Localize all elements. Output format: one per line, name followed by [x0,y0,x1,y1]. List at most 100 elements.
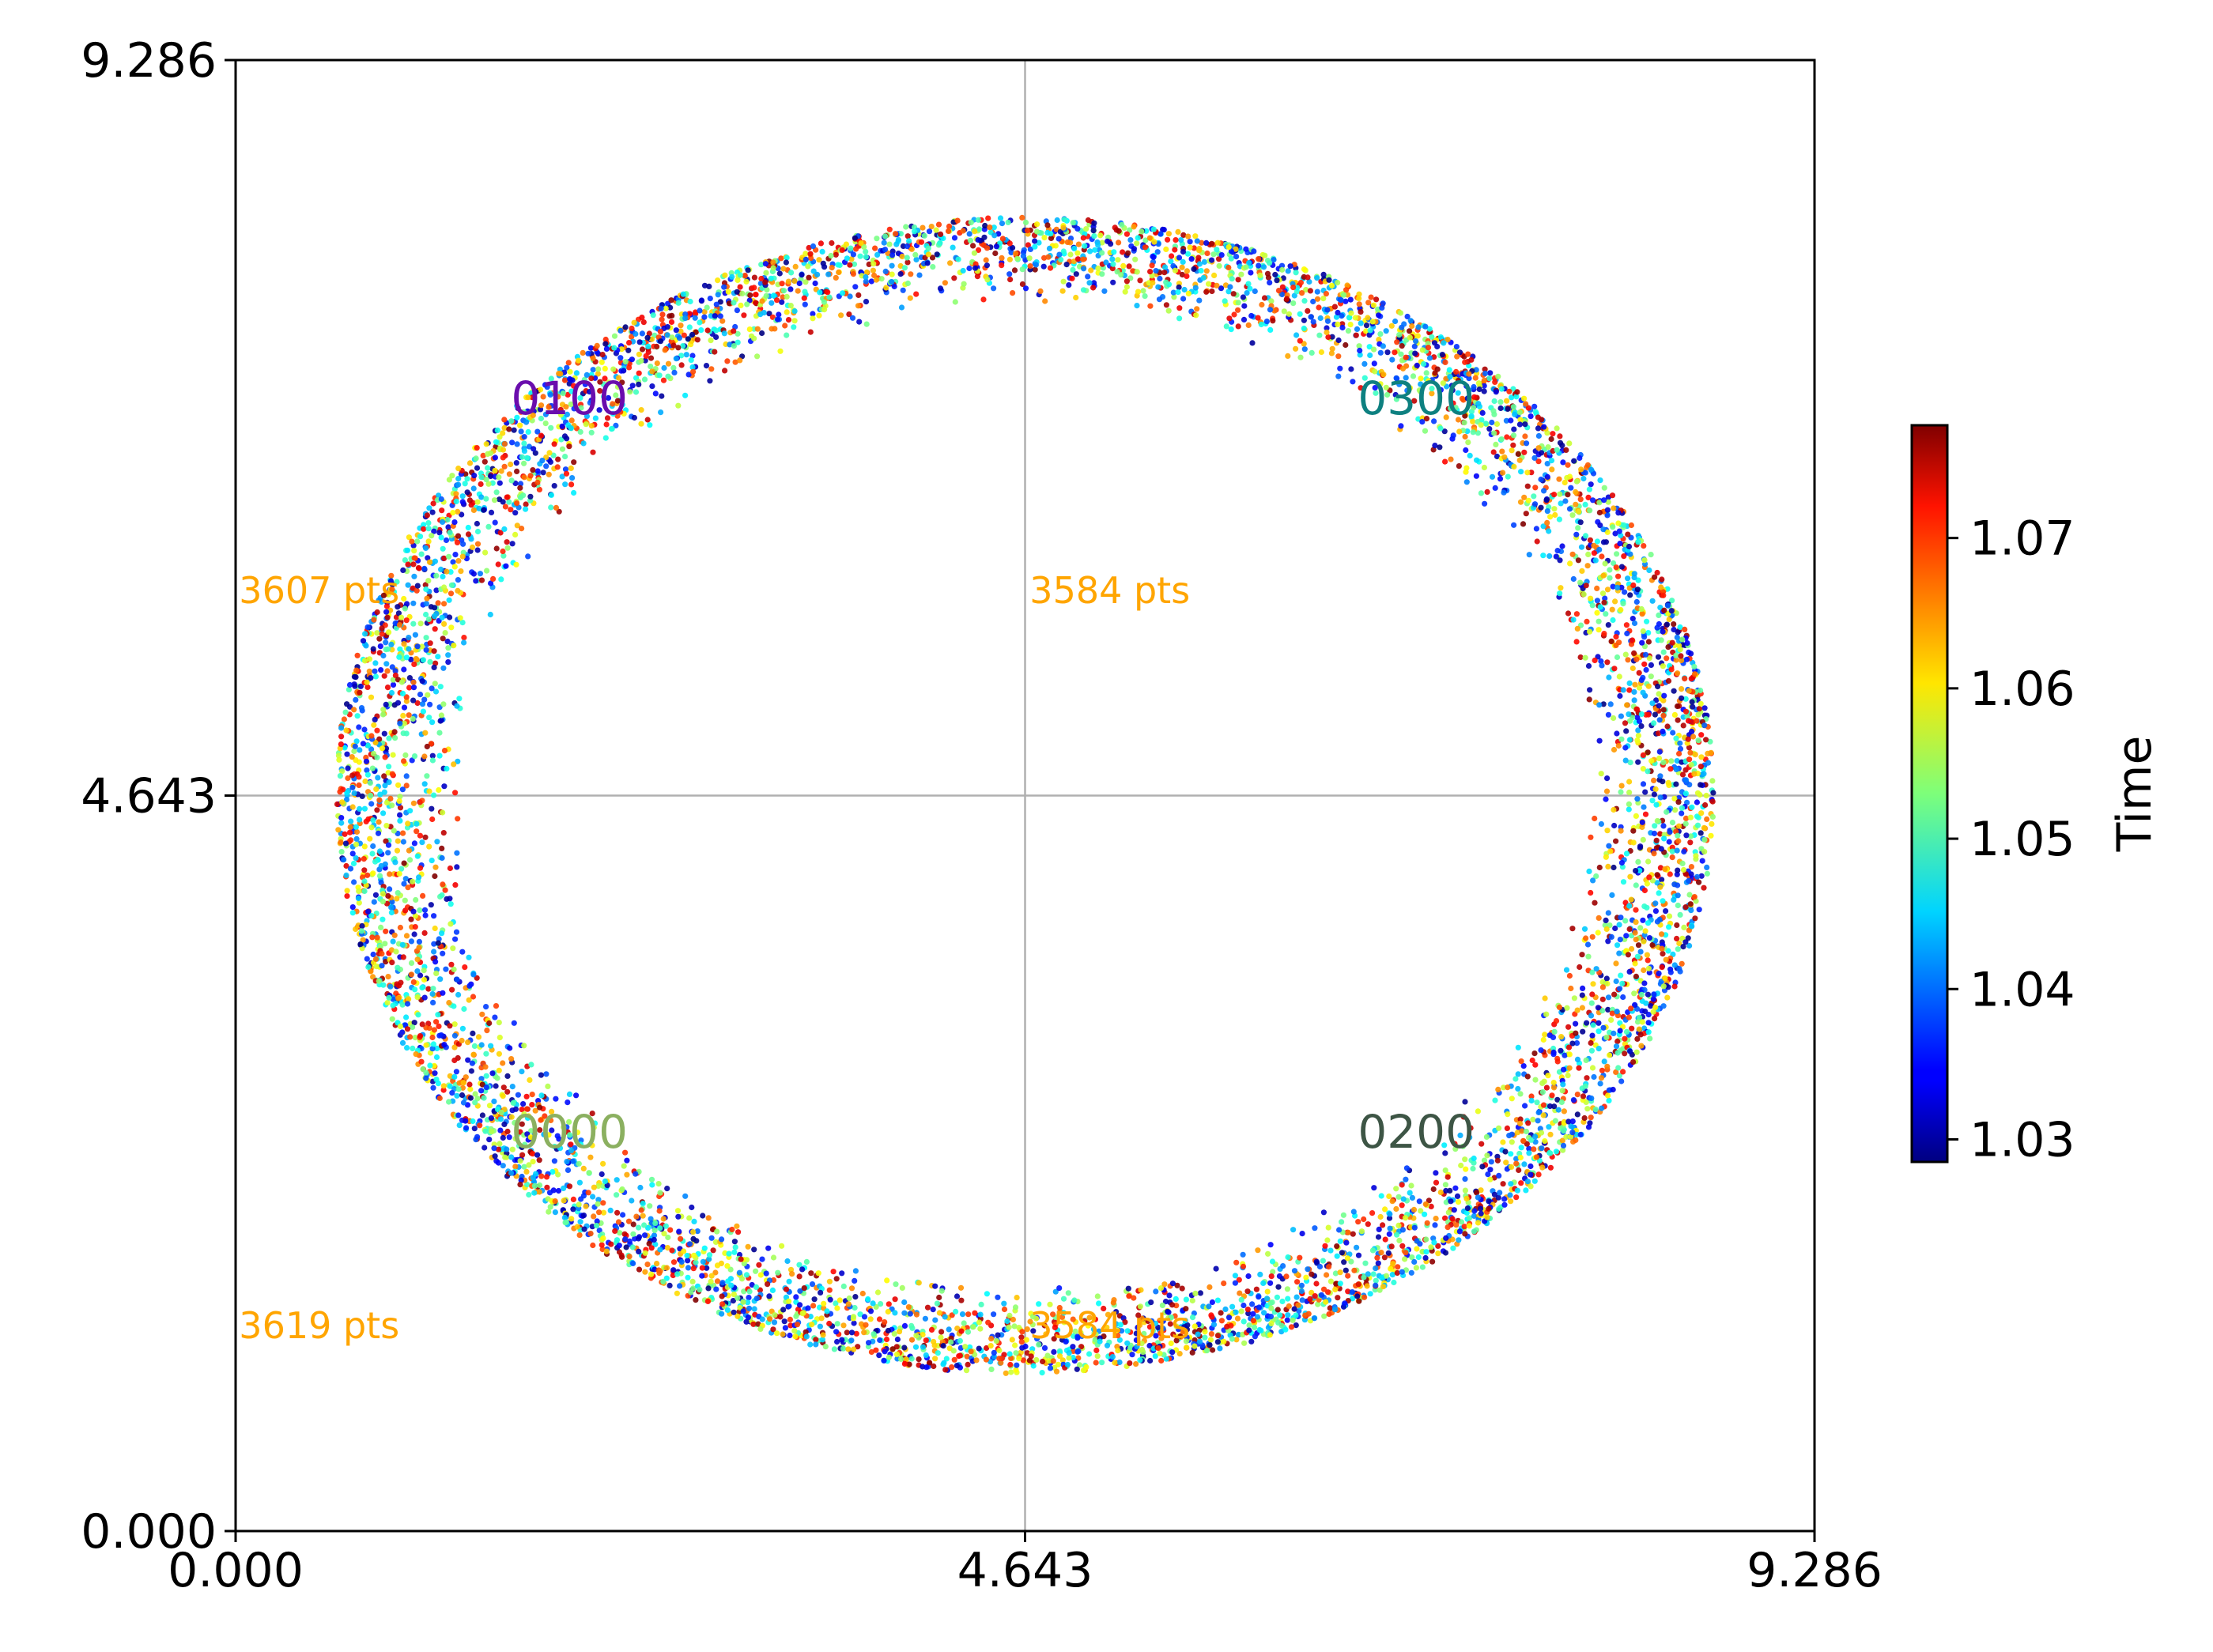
scatter-point [410,1045,416,1051]
scatter-point [1637,1014,1643,1020]
scatter-point [1460,1143,1467,1149]
scatter-point [1598,771,1604,777]
scatter-point [1561,1108,1567,1115]
scatter-point [1611,1030,1617,1036]
scatter-point [1649,700,1656,707]
scatter-point [1126,263,1132,270]
scatter-point [1016,1356,1022,1362]
scatter-point [1429,386,1435,392]
scatter-point [1596,509,1603,516]
scatter-point [1637,925,1644,931]
scatter-point [1686,942,1693,949]
scatter-point [1246,1322,1252,1329]
scatter-point [567,368,573,375]
scatter-point [1051,1348,1057,1355]
scatter-point [1347,296,1354,303]
scatter-point [419,1021,425,1028]
scatter-point [1465,439,1471,446]
scatter-point [448,569,454,575]
scatter-point [425,986,432,992]
scatter-point [636,1248,642,1254]
scatter-point [434,1045,440,1051]
scatter-point [1303,287,1309,293]
scatter-point [1171,294,1177,300]
scatter-point [753,292,759,298]
scatter-point [1422,1254,1429,1262]
scatter-point [913,1311,920,1318]
scatter-point [751,1247,757,1253]
scatter-point [1655,683,1661,690]
scatter-point [428,741,435,747]
scatter-point [738,1276,746,1282]
scatter-point [1709,813,1716,820]
scatter-point [1431,418,1437,424]
scatter-point [446,1000,452,1006]
scatter-point [1691,663,1698,670]
scatter-point [421,907,429,913]
scatter-point [494,427,500,434]
scatter-point [387,578,394,584]
scatter-point [506,471,513,477]
scatter-point [1522,1103,1528,1109]
scatter-point [648,1176,655,1182]
scatter-point [1558,585,1564,591]
scatter-point [1442,1250,1449,1256]
scatter-point [1392,318,1399,325]
scatter-point [1456,428,1463,435]
scatter-point [546,1190,553,1196]
scatter-point [1645,630,1652,636]
scatter-point [1459,395,1466,402]
scatter-point [506,426,512,432]
scatter-point [526,1162,532,1168]
scatter-point [1345,1273,1351,1279]
scatter-point [1518,1058,1524,1065]
scatter-point [1116,1359,1123,1366]
scatter-point [614,1209,621,1216]
scatter-point [454,850,460,856]
scatter-point [1544,519,1550,526]
scatter-point [1007,277,1014,283]
scatter-point [712,1239,719,1245]
scatter-point [478,494,485,500]
scatter-point [1481,1157,1488,1164]
scatter-point [1019,281,1025,288]
scatter-point [1504,398,1510,404]
scatter-point [527,1077,533,1083]
scatter-point [1126,1293,1132,1299]
scatter-point [1301,317,1307,323]
scatter-point [1656,703,1662,709]
scatter-point [1500,1181,1506,1187]
scatter-point [1673,781,1679,787]
scatter-point [1146,1324,1154,1330]
scatter-point [636,339,643,345]
scatter-point [1451,1207,1457,1213]
scatter-point [532,1107,538,1114]
scatter-point [1071,1348,1077,1354]
scatter-point [844,255,850,262]
scatter-point [908,1322,915,1329]
scatter-point [564,364,570,371]
scatter-point [1683,832,1690,839]
scatter-point [1624,630,1630,637]
scatter-point [453,1069,460,1075]
scatter-point [1448,383,1455,389]
scatter-point [1299,1297,1305,1303]
scatter-point [1348,366,1354,372]
scatter-point [745,1243,751,1250]
scatter-point [1456,349,1463,356]
scatter-point [868,278,874,285]
scatter-point [519,1121,525,1127]
scatter-point [555,456,561,462]
scatter-point [370,646,376,652]
scatter-point [545,1083,551,1089]
scatter-point [347,866,354,872]
scatter-point [576,1179,583,1186]
scatter-point [1510,442,1516,448]
scatter-point [1616,1073,1622,1079]
scatter-point [368,801,375,807]
scatter-point [1388,1243,1395,1250]
scatter-point [1590,1022,1596,1028]
scatter-point [1315,1301,1321,1307]
scatter-point [1441,428,1448,435]
scatter-point [1274,277,1280,284]
